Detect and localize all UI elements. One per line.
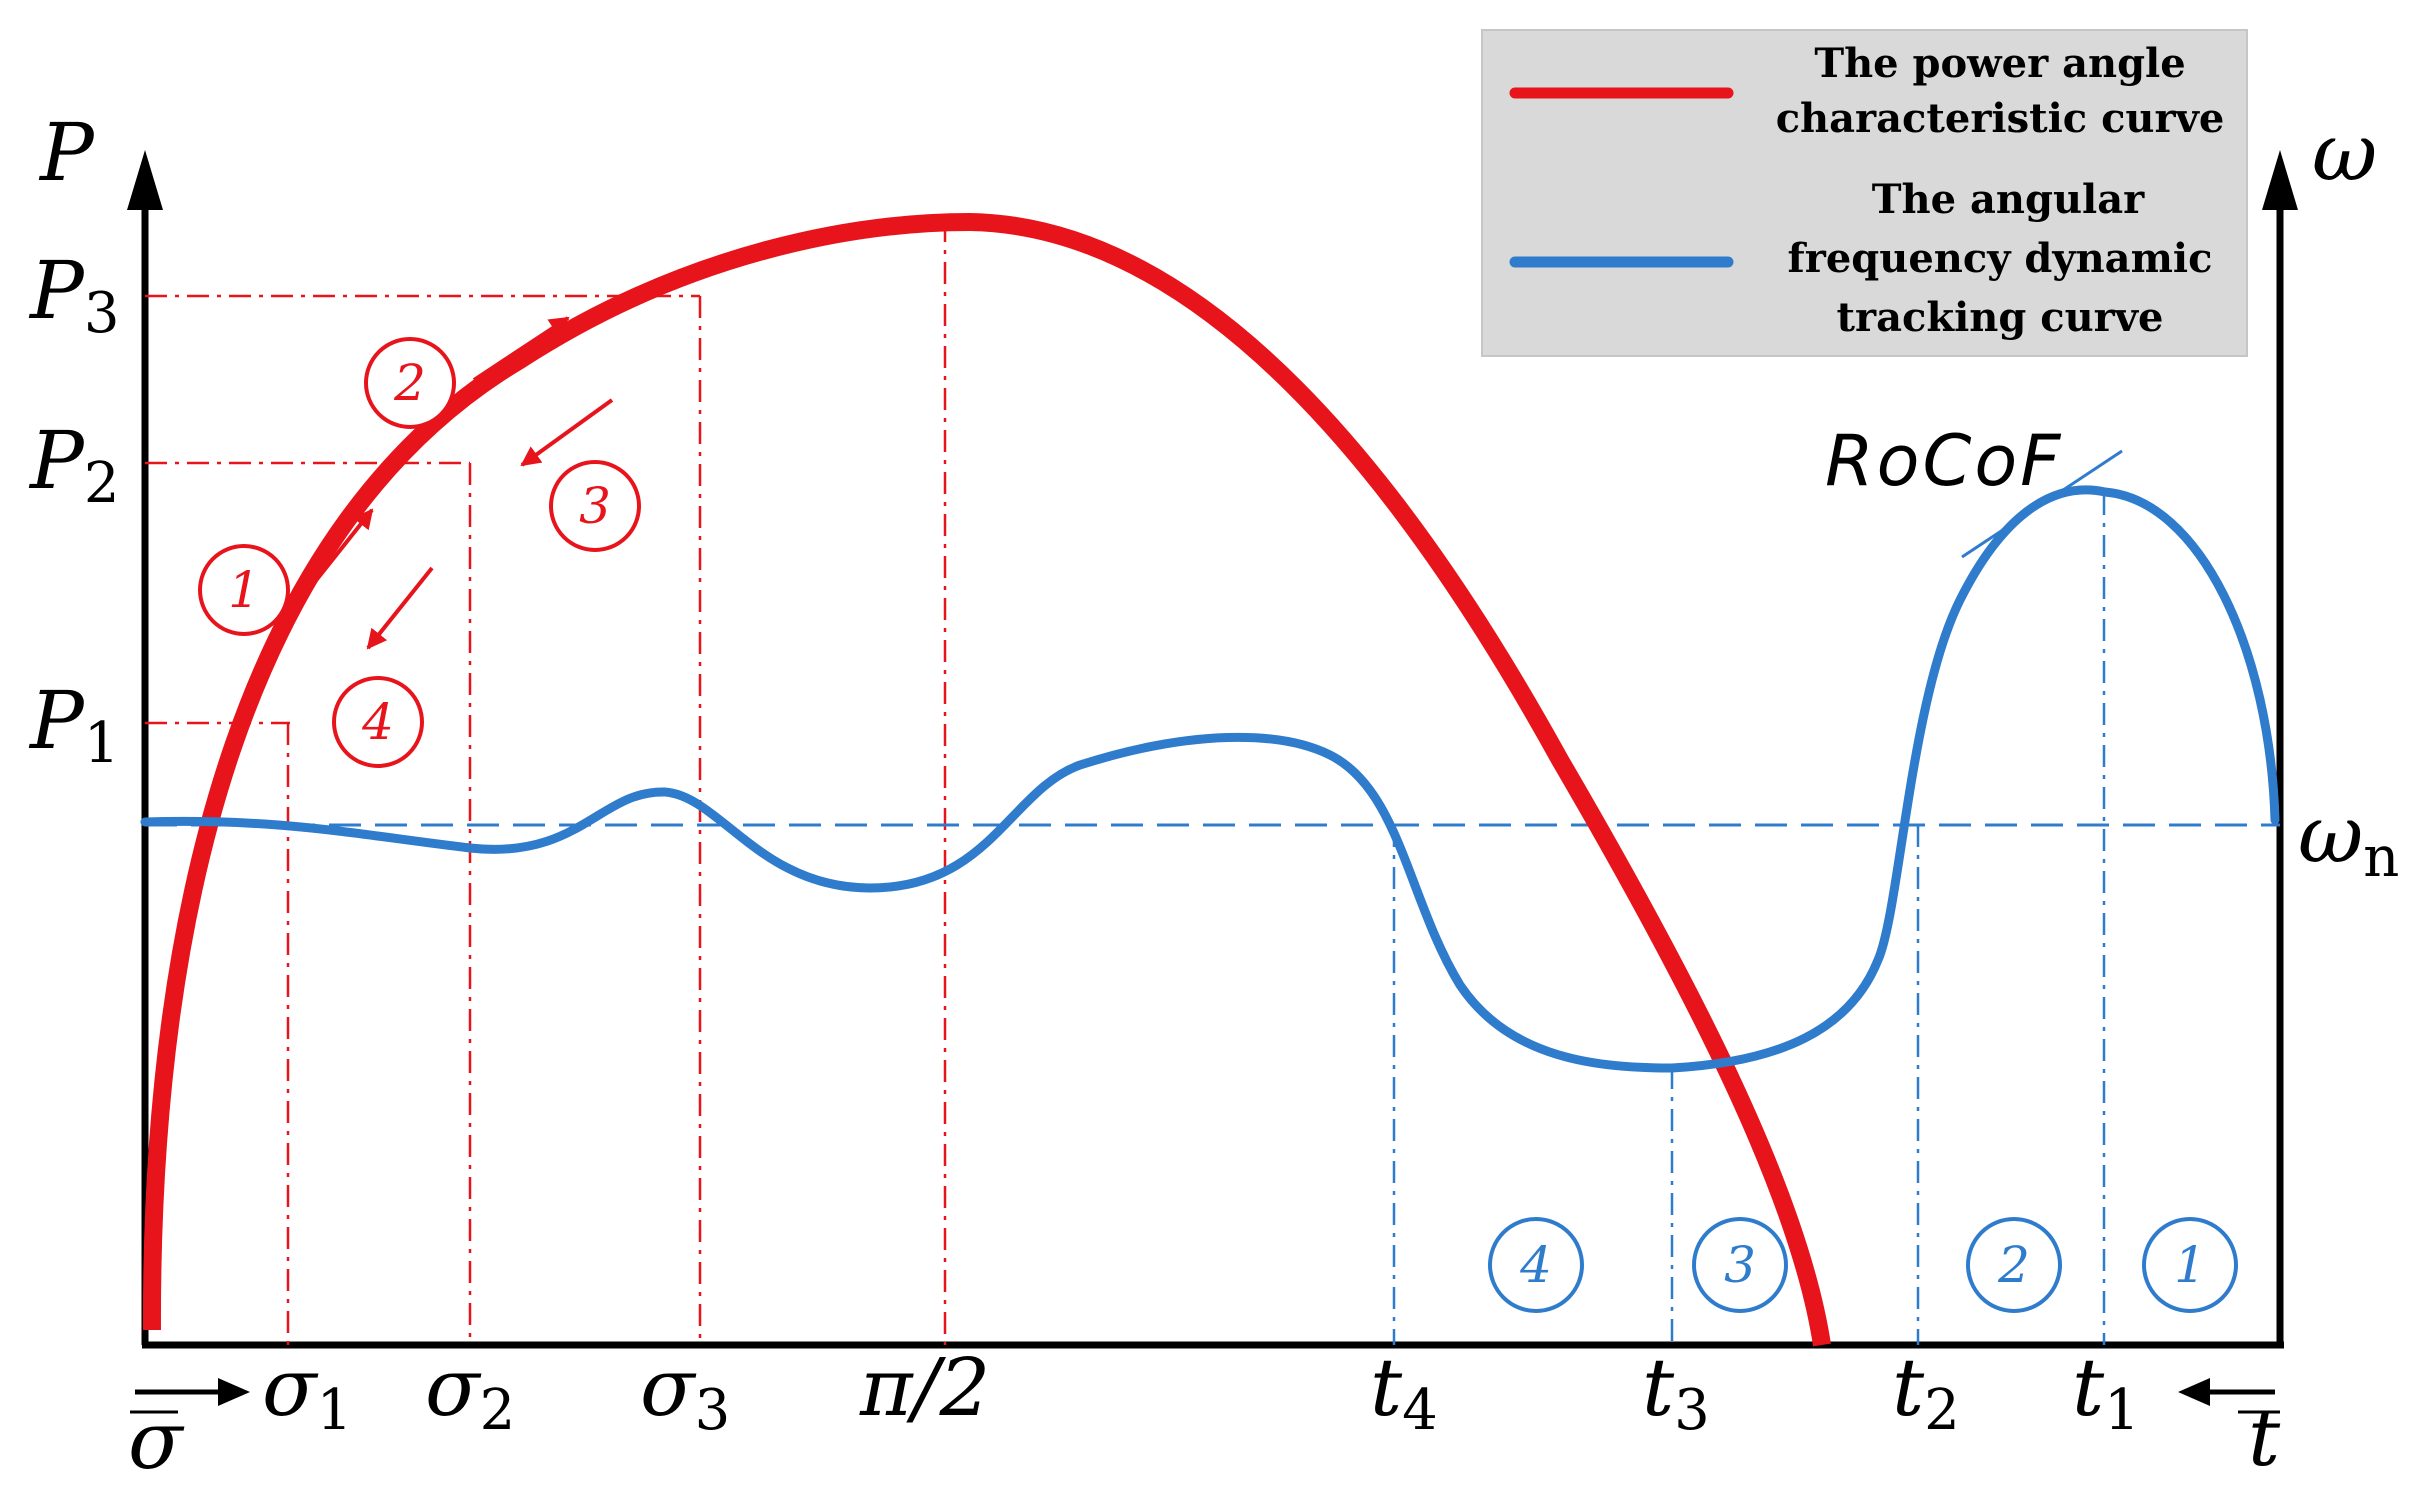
- blue-step-circle: [2142, 1217, 2238, 1313]
- x-label-sigma2: σ2: [425, 1341, 515, 1443]
- omega-n-label: ωn: [2298, 788, 2399, 890]
- red-step-circle: [549, 460, 641, 552]
- legend-box: [1481, 29, 2248, 357]
- axes: [127, 150, 2298, 1349]
- red-step-label: 2: [393, 354, 426, 412]
- x-label-t3: t3: [1642, 1341, 1710, 1443]
- blue-step-circle: [1966, 1217, 2062, 1313]
- left-axis-title: P: [38, 106, 95, 199]
- red-step-label: 4: [361, 693, 394, 751]
- x-labels-right: t4 t3 t2 t1: [1370, 1341, 2140, 1443]
- direction-arrows: [308, 316, 614, 650]
- red-step-label: 3: [579, 477, 611, 535]
- x-label-sigma3: σ3: [640, 1341, 730, 1443]
- x-label-sigma1: σ1: [262, 1341, 352, 1443]
- arrow-step-2-icon: [472, 316, 570, 382]
- blue-step-markers: 4 3 2 1: [1488, 1217, 2238, 1313]
- t-direction: t: [2178, 1378, 2281, 1484]
- t-axis-title: t: [2248, 1391, 2281, 1484]
- y-label-p1: P1: [28, 674, 119, 776]
- arrow-step-3-icon: [520, 398, 614, 467]
- y-label-p2: P2: [28, 414, 119, 516]
- sigma-direction-arrowhead-icon: [218, 1378, 250, 1406]
- blue-step-label: 2: [1997, 1236, 2030, 1294]
- sigma-axis-title: σ: [128, 1394, 185, 1487]
- x-label-pi-half: π/2: [859, 1341, 990, 1434]
- right-axis-arrow-icon: [2262, 150, 2298, 210]
- frequency-tracking-curve: [140, 485, 2280, 1073]
- blue-step-label: 3: [1724, 1236, 1756, 1294]
- rocof-label: RoCoF: [1825, 420, 2063, 502]
- legend-frequency-line-3: tracking curve: [1837, 294, 2164, 341]
- y-label-p3: P3: [28, 244, 119, 346]
- power-guides: [145, 220, 947, 1345]
- red-step-circle: [364, 337, 456, 429]
- blue-step-label: 4: [1519, 1236, 1552, 1294]
- x-label-t4: t4: [1370, 1341, 1438, 1443]
- x-labels-left: σ1 σ2 σ3 π/2: [262, 1341, 990, 1443]
- red-step-label: 1: [228, 561, 260, 619]
- arrow-step-4-icon: [366, 566, 434, 650]
- blue-step-circle: [1692, 1217, 1788, 1313]
- sigma-direction: σ: [128, 1378, 250, 1487]
- x-label-t1: t1: [2072, 1341, 2140, 1443]
- legend-frequency-line-2: frequency dynamic: [1788, 235, 2213, 282]
- red-step-circle: [198, 544, 290, 636]
- x-label-t2: t2: [1892, 1341, 1960, 1443]
- legend-frequency-line-1: The angular: [1872, 176, 2145, 223]
- rocof-tangent-line: [1961, 449, 2123, 559]
- legend: The power angle characteristic curve The…: [1481, 29, 2248, 357]
- right-axis-title: ω: [2312, 106, 2377, 199]
- legend-power-line-2: characteristic curve: [1776, 95, 2225, 142]
- frequency-guides: [1392, 493, 2106, 1345]
- red-step-circle: [332, 676, 424, 768]
- left-axis-arrow-icon: [127, 150, 163, 210]
- blue-step-label: 1: [2174, 1236, 2206, 1294]
- blue-step-circle: [1488, 1217, 1584, 1313]
- t-direction-arrowhead-icon: [2178, 1378, 2210, 1406]
- power-angle-curve: [142, 212, 1831, 1347]
- red-step-markers: 1 2 3 4: [198, 337, 641, 768]
- y-labels: P3 P2 P1: [28, 244, 119, 776]
- arrow-step-1-icon: [308, 508, 374, 590]
- legend-power-line-1: The power angle: [1814, 40, 2185, 87]
